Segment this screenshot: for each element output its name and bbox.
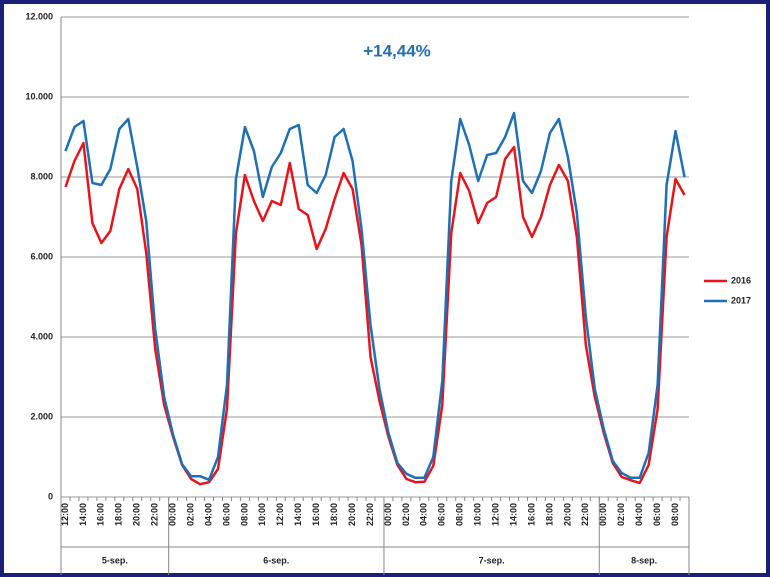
legend-label: 2017 — [731, 295, 751, 305]
x-tick-label: 12:00 — [275, 503, 285, 526]
group-label: 8-sep. — [631, 555, 657, 565]
x-tick-label: 08:00 — [455, 503, 465, 526]
x-tick-label: 14:00 — [78, 503, 88, 526]
x-tick-label: 18:00 — [544, 503, 554, 526]
y-tick-label: 8.000 — [30, 171, 53, 181]
x-tick-label: 20:00 — [347, 503, 357, 526]
group-label: 7-sep. — [479, 555, 505, 565]
x-tick-label: 22:00 — [580, 503, 590, 526]
x-tick-label: 02:00 — [616, 503, 626, 526]
x-tick-label: 16:00 — [526, 503, 536, 526]
x-tick-label: 08:00 — [239, 503, 249, 526]
y-tick-label: 0 — [48, 491, 53, 501]
x-tick-label: 06:00 — [652, 503, 662, 526]
x-tick-label: 20:00 — [562, 503, 572, 526]
x-tick-label: 08:00 — [670, 503, 680, 526]
x-tick-label: 22:00 — [365, 503, 375, 526]
x-tick-label: 12:00 — [60, 503, 70, 526]
x-tick-label: 10:00 — [257, 503, 267, 526]
series-line — [64, 111, 686, 482]
x-tick-label: 06:00 — [437, 503, 447, 526]
group-label: 5-sep. — [102, 555, 128, 565]
x-tick-label: 16:00 — [96, 503, 106, 526]
x-tick-label: 00:00 — [598, 503, 608, 526]
legend-label: 2016 — [731, 275, 751, 285]
y-tick-label: 6.000 — [30, 251, 53, 261]
x-tick-label: 04:00 — [634, 503, 644, 526]
x-tick-label: 04:00 — [419, 503, 429, 526]
x-tick-label: 02:00 — [185, 503, 195, 526]
chart-background — [4, 4, 766, 573]
x-tick-label: 04:00 — [203, 503, 213, 526]
x-tick-label: 22:00 — [150, 503, 160, 526]
x-tick-label: 16:00 — [311, 503, 321, 526]
x-tick-label: 14:00 — [508, 503, 518, 526]
x-tick-label: 20:00 — [132, 503, 142, 526]
x-tick-label: 00:00 — [383, 503, 393, 526]
x-tick-label: 02:00 — [401, 503, 411, 526]
group-label: 6-sep. — [263, 555, 289, 565]
x-tick-label: 12:00 — [490, 503, 500, 526]
x-tick-label: 18:00 — [329, 503, 339, 526]
y-tick-label: 4.000 — [30, 331, 53, 341]
x-tick-label: 06:00 — [221, 503, 231, 526]
x-tick-label: 14:00 — [293, 503, 303, 526]
x-tick-label: 18:00 — [114, 503, 124, 526]
y-tick-label: 2.000 — [30, 411, 53, 421]
y-tick-label: 10.000 — [25, 91, 53, 101]
y-tick-label: 12.000 — [25, 11, 53, 21]
x-tick-label: 00:00 — [168, 503, 178, 526]
annotation: +14,44% — [363, 41, 431, 60]
x-tick-label: 10:00 — [473, 503, 483, 526]
